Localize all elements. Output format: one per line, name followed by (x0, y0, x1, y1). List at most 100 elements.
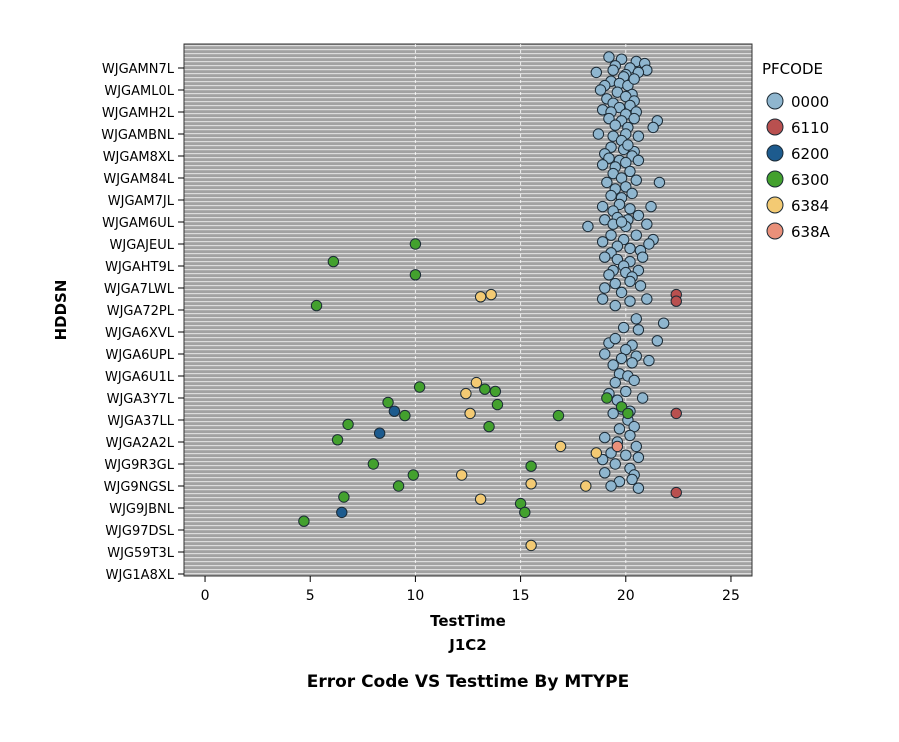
data-point-6300 (409, 238, 422, 250)
y-tick-label: WJGAM8XL (103, 150, 175, 165)
data-point-6300 (552, 409, 565, 422)
data-point-6384 (474, 291, 487, 303)
data-point-6110 (670, 295, 682, 307)
data-point-0000 (630, 229, 642, 241)
legend-marker (766, 118, 784, 136)
data-point-6300 (310, 299, 323, 312)
y-axis-title: HDDSN (52, 280, 70, 341)
data-point-0000 (632, 209, 645, 222)
x-axis-title: TestTime (430, 612, 506, 630)
x-tick-label: 10 (406, 588, 424, 604)
data-point-0000 (582, 220, 594, 233)
chart-title: Error Code VS Testtime By MTYPE (307, 672, 630, 692)
data-point-0000 (626, 473, 638, 486)
data-point-6300 (489, 385, 502, 398)
data-point-638A (611, 440, 624, 453)
data-point-6300 (601, 392, 613, 404)
x-tick-label: 0 (201, 588, 210, 604)
plot-background (183, 43, 753, 577)
data-point-0000 (632, 324, 645, 336)
data-point-0000 (628, 374, 640, 387)
y-tick-label: WJGAM84L (103, 172, 174, 187)
y-tick-label: WJGAMBNL (101, 128, 175, 143)
y-tick-label: WJGAMH2L (102, 106, 175, 121)
y-tick-label: WJG9R3GL (104, 458, 174, 473)
data-point-6300 (622, 407, 634, 420)
data-point-0000 (617, 321, 630, 334)
legend-marker (766, 222, 784, 240)
data-point-0000 (632, 154, 645, 167)
data-point-0000 (641, 218, 653, 230)
y-tick-label: WJGA6UPL (105, 348, 174, 363)
y-tick-label: WJGAM6UL (102, 216, 175, 231)
data-point-0000 (596, 293, 609, 305)
data-point-0000 (628, 112, 640, 125)
data-point-6300 (483, 420, 495, 433)
legend-label: 638A (791, 223, 831, 241)
data-point-6300 (479, 383, 491, 395)
data-point-0000 (615, 286, 628, 299)
y-tick-label: WJGAM7JL (108, 194, 175, 209)
data-point-0000 (596, 200, 609, 213)
legend-title: PFCODE (762, 60, 823, 78)
data-point-0000 (657, 317, 670, 329)
data-point-0000 (609, 119, 621, 131)
data-point-0000 (620, 385, 632, 398)
y-tick-label: WJGA2A2L (106, 436, 175, 451)
y-axis-ticks: WJGAMN7L WJGAML0L WJGAMH2L WJGAMBNL WJGAM8XL… (101, 62, 184, 583)
data-point-0000 (615, 216, 628, 228)
y-tick-label: WJG9NGSL (104, 480, 175, 495)
data-point-0000 (592, 128, 605, 140)
data-point-6300 (407, 469, 420, 481)
y-tick-label: WJGA6U1L (105, 370, 175, 385)
y-tick-label: WJGA6XVL (105, 326, 175, 341)
y-tick-label: WJGAHT9L (105, 260, 175, 275)
data-point-0000 (624, 429, 636, 442)
data-point-0000 (628, 73, 640, 85)
data-point-6300 (338, 491, 350, 503)
data-point-6384 (525, 539, 537, 552)
data-point-6300 (298, 515, 310, 527)
data-point-0000 (594, 84, 607, 96)
data-point-0000 (647, 121, 659, 134)
legend-label: 6200 (791, 145, 829, 163)
data-point-6384 (464, 407, 476, 420)
data-point-0000 (605, 189, 617, 202)
data-point-6200 (388, 405, 401, 417)
data-points (298, 51, 682, 552)
data-point-6384 (474, 493, 487, 505)
data-point-6384 (580, 480, 592, 492)
y-tick-label: WJGA37LL (107, 414, 174, 429)
data-point-6300 (409, 269, 422, 281)
data-point-6300 (382, 396, 394, 409)
data-point-6384 (460, 387, 472, 400)
data-point-0000 (624, 203, 636, 215)
data-point-0000 (596, 236, 609, 248)
data-point-6300 (491, 398, 504, 411)
data-point-0000 (607, 407, 619, 420)
data-point-6200 (373, 427, 386, 439)
data-point-0000 (599, 348, 611, 360)
data-point-0000 (643, 238, 655, 250)
reference-lines (414, 44, 627, 576)
data-point-0000 (632, 482, 645, 494)
data-point-6384 (554, 440, 567, 453)
data-point-6300 (327, 255, 340, 268)
data-point-0000 (632, 451, 645, 464)
data-point-0000 (636, 251, 649, 263)
data-point-6300 (331, 434, 344, 446)
data-point-0000 (607, 64, 619, 76)
legend-label: 6110 (791, 119, 829, 137)
data-point-0000 (603, 269, 615, 281)
data-point-6110 (670, 407, 682, 420)
y-tick-label: WJGAJEUL (110, 238, 175, 253)
legend-marker (766, 170, 784, 188)
data-point-0000 (620, 449, 632, 461)
data-point-0000 (624, 242, 636, 255)
data-point-0000 (590, 66, 603, 79)
data-point-6300 (525, 460, 537, 472)
legend-label: 6384 (791, 197, 829, 215)
data-point-0000 (651, 335, 664, 347)
y-tick-label: WJGA7LWL (104, 282, 175, 297)
data-point-0000 (636, 392, 649, 404)
